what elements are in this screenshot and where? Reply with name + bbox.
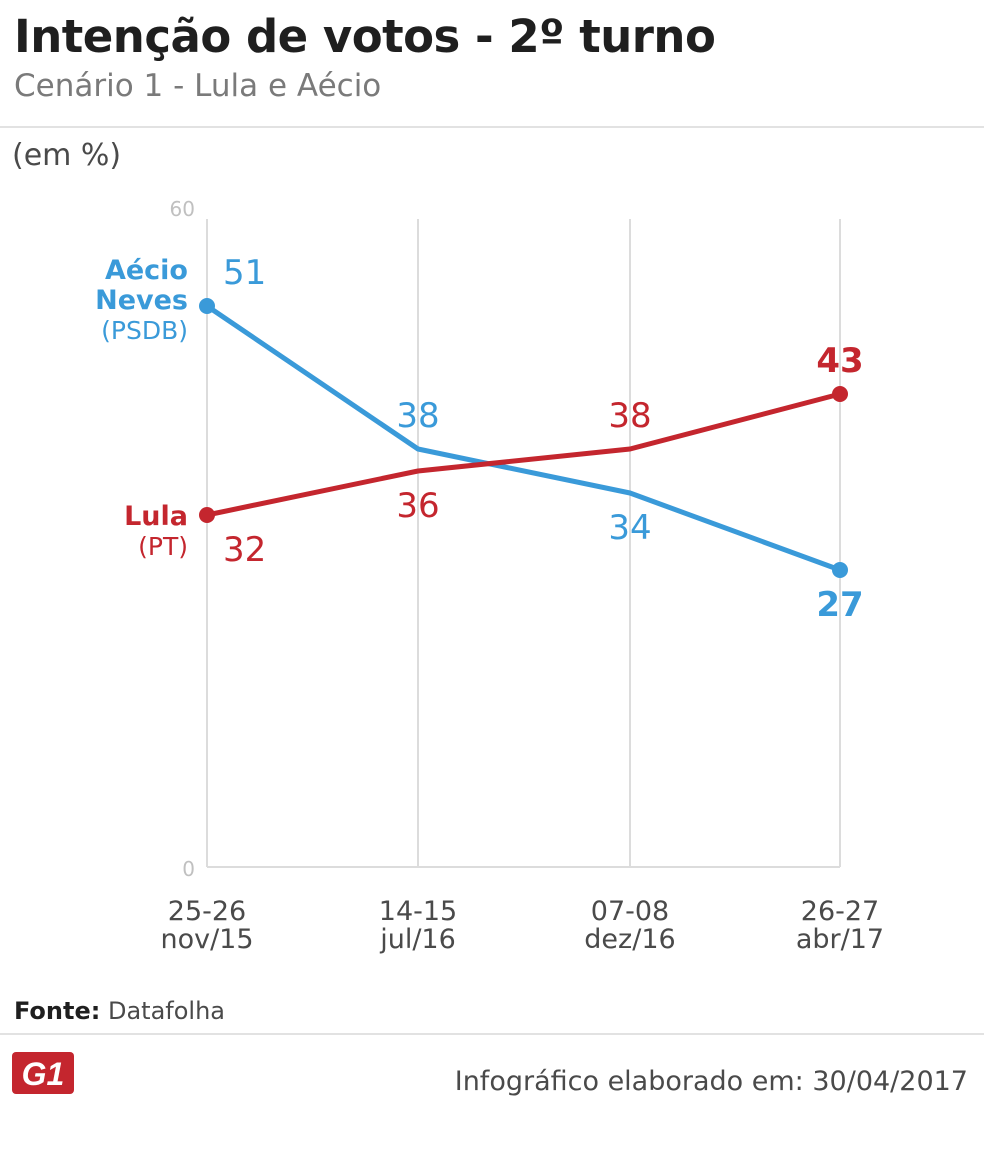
- x-tick-label-1-month: jul/16: [379, 924, 456, 955]
- data-point-lula-3: [832, 386, 848, 402]
- legend-party-aecio: (PSDB): [101, 316, 188, 345]
- footer-divider: [0, 1033, 984, 1035]
- data-label-aecio-0: 51: [223, 253, 266, 293]
- data-label-aecio-1: 38: [396, 396, 439, 436]
- credit-note: Infográfico elaborado em: 30/04/2017: [454, 1066, 968, 1097]
- data-point-aecio-0: [199, 298, 215, 314]
- x-tick-label-0-date: 25-26: [168, 896, 246, 927]
- source-label: Fonte:: [14, 997, 101, 1025]
- data-label-aecio-3: 27: [816, 585, 863, 625]
- series-line-aecio: [204, 303, 843, 573]
- unit-label: (em %): [12, 138, 122, 173]
- header-divider: [0, 126, 984, 128]
- x-tick-label-1-date: 14-15: [379, 896, 457, 927]
- chart-title: Intenção de votos - 2º turno: [14, 10, 716, 63]
- x-tick-label-0-month: nov/15: [160, 924, 253, 955]
- series-line-lula: [204, 391, 843, 518]
- source-value: Datafolha: [107, 997, 226, 1025]
- x-tick-label-2-date: 07-08: [591, 896, 669, 927]
- y-tick-label-0: 0: [182, 857, 195, 881]
- data-label-lula-3: 43: [816, 341, 863, 381]
- legend-label-aecio-line1: Aécio: [105, 255, 188, 286]
- legend-label-aecio-line2: Neves: [95, 285, 188, 316]
- legend-label-lula-line1: Lula: [124, 501, 188, 532]
- legend-party-lula: (PT): [138, 532, 188, 561]
- g1-logo-text: G1: [22, 1056, 65, 1092]
- x-tick-label-2-month: dez/16: [584, 924, 675, 955]
- data-point-aecio-3: [832, 562, 848, 578]
- data-label-aecio-2: 34: [608, 508, 651, 548]
- g1-logo: G1: [12, 1052, 74, 1102]
- x-tick-label-3-month: abr/17: [796, 924, 884, 955]
- source-note: Fonte: Datafolha: [14, 997, 225, 1025]
- data-label-lula-0: 32: [223, 530, 266, 570]
- data-label-lula-1: 36: [396, 486, 439, 526]
- y-tick-label-60: 60: [170, 197, 195, 221]
- chart-subtitle: Cenário 1 - Lula e Aécio: [14, 68, 382, 104]
- data-point-lula-0: [199, 507, 215, 523]
- x-tick-label-3-date: 26-27: [801, 896, 879, 927]
- data-label-lula-2: 38: [608, 396, 651, 436]
